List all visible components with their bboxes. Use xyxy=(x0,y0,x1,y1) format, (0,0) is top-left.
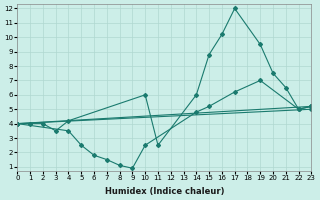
X-axis label: Humidex (Indice chaleur): Humidex (Indice chaleur) xyxy=(105,187,224,196)
